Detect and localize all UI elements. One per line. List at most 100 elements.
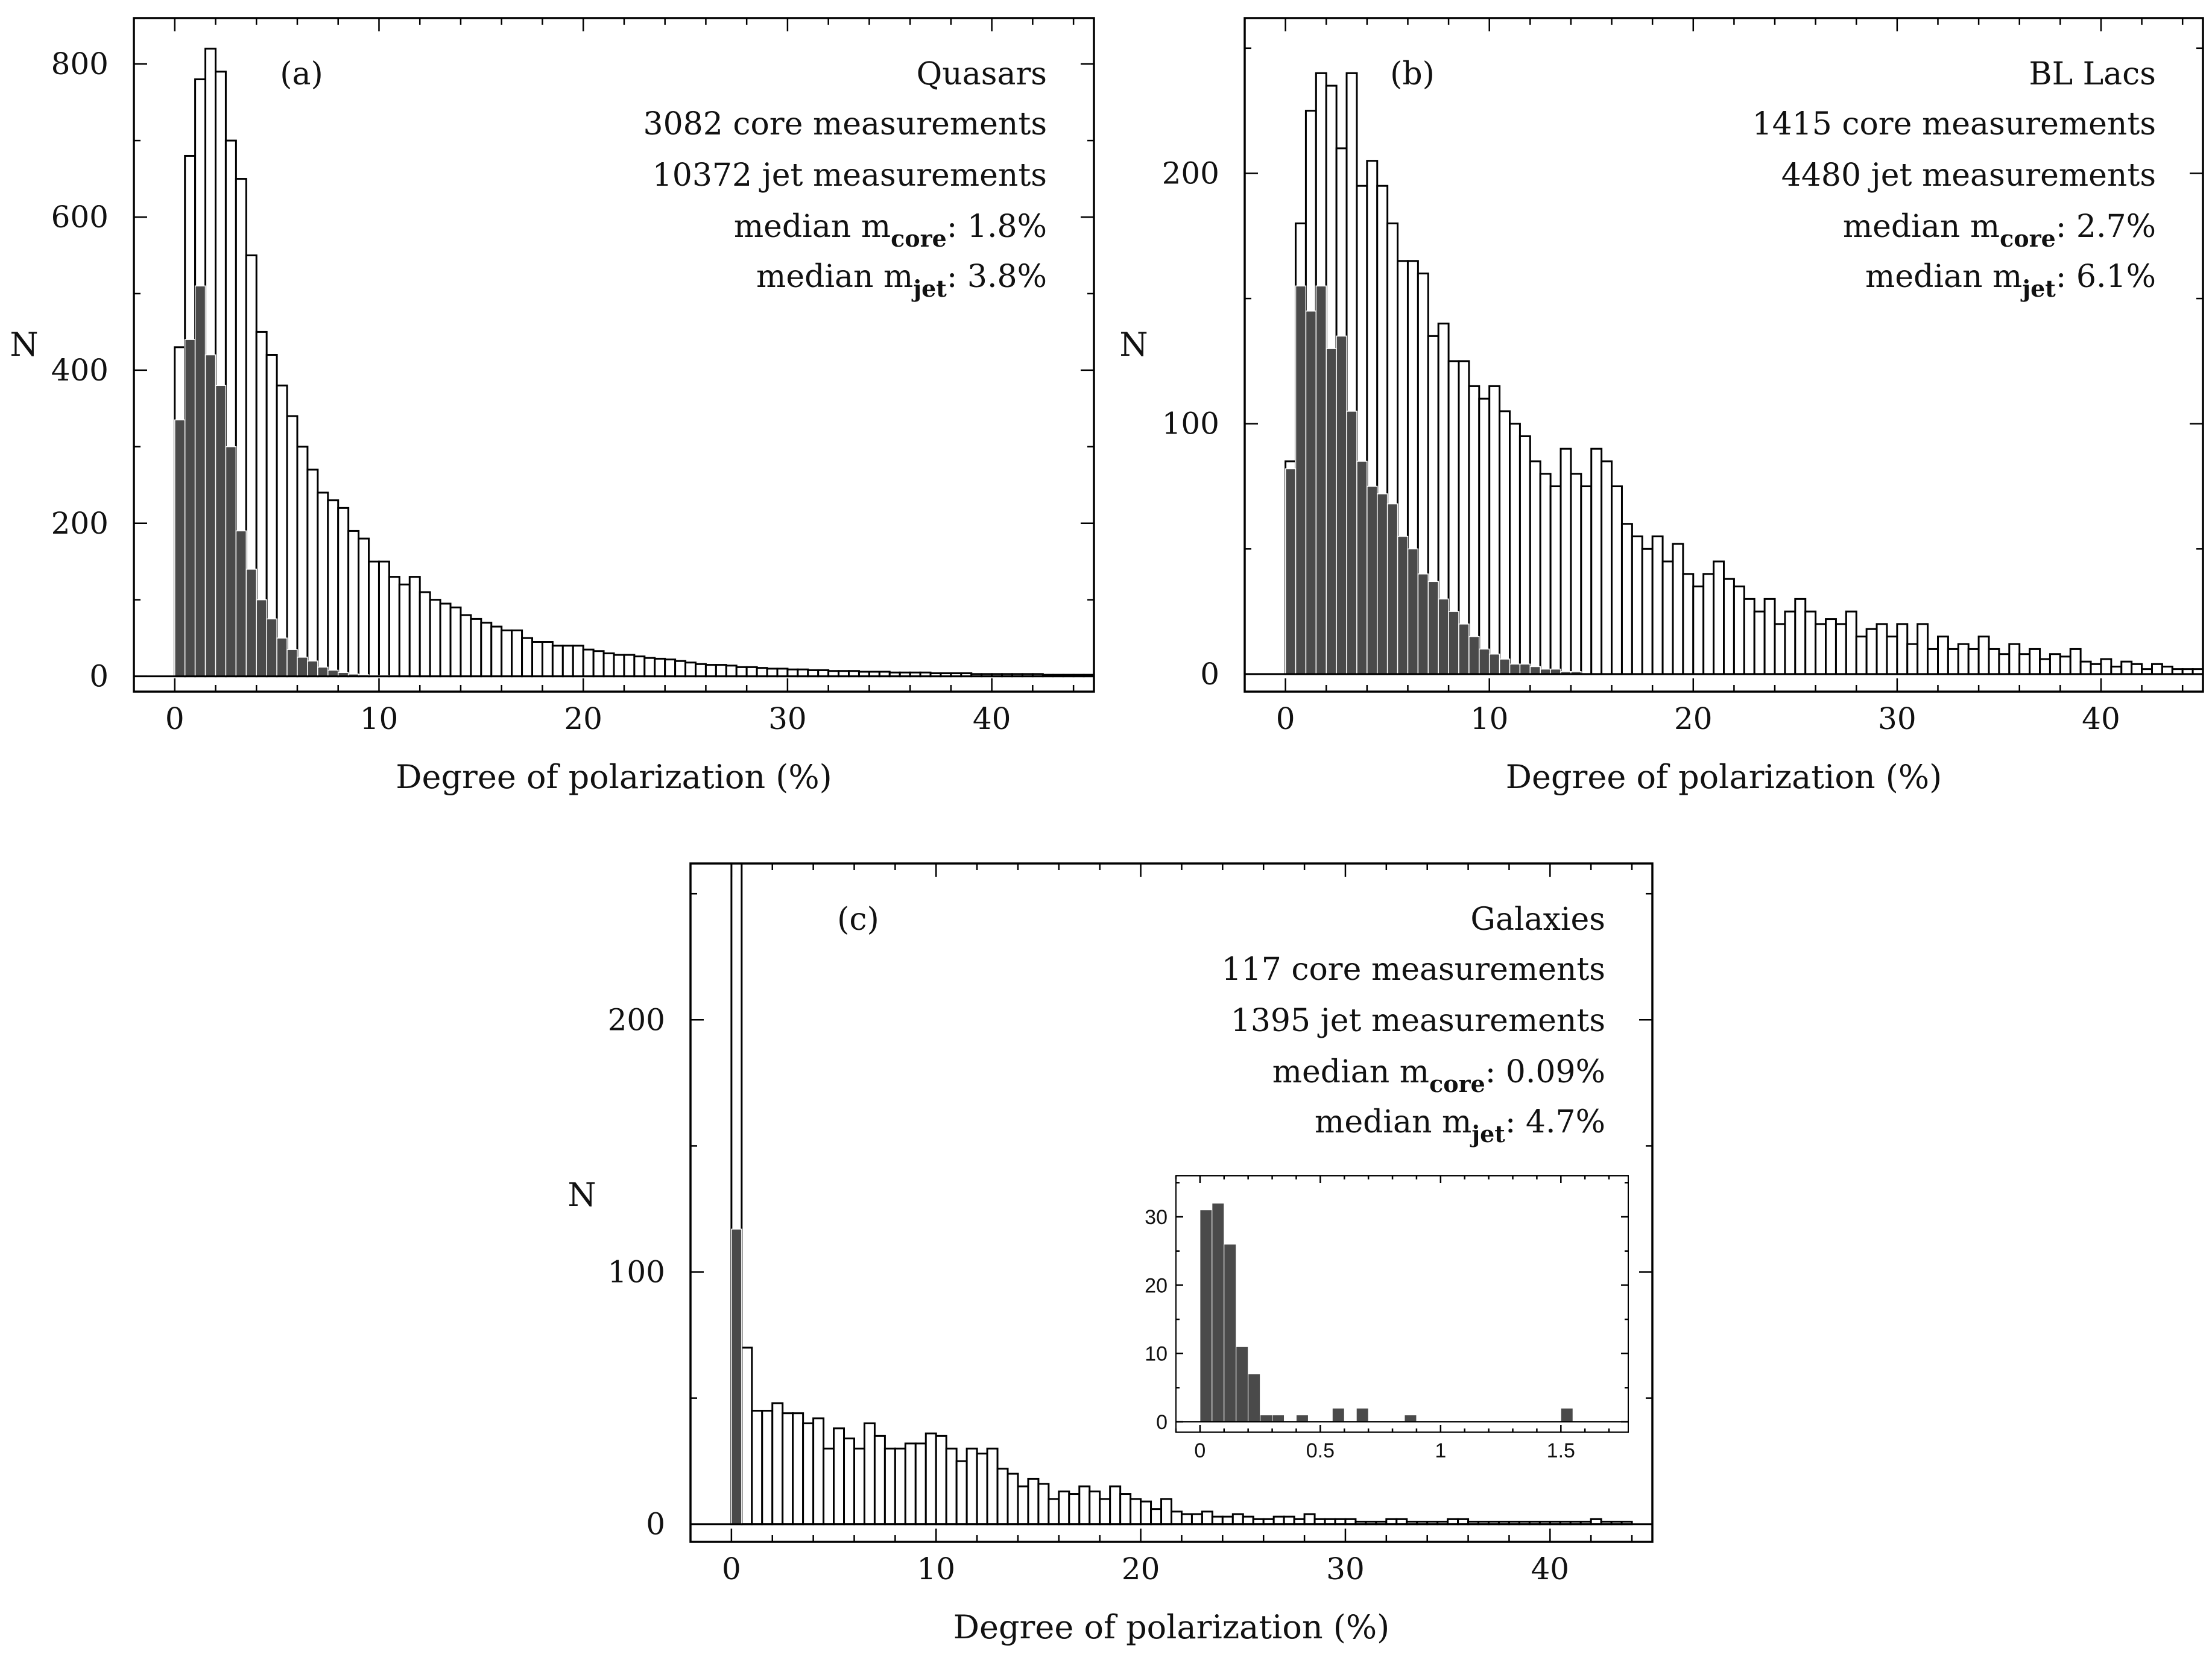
core-bar <box>204 354 216 677</box>
core-bar <box>1427 581 1439 675</box>
jet-bar <box>1303 1513 1316 1526</box>
core-bar <box>1448 611 1459 675</box>
axes-frame <box>1175 1175 1629 1433</box>
x-axis-label: Degree of polarization (%) <box>396 758 832 796</box>
core-bar <box>1417 573 1429 675</box>
jet-bar <box>521 637 534 678</box>
x-tick-label: 10 <box>360 701 399 736</box>
jet-bar <box>807 669 820 678</box>
x-tick-label: 1.5 <box>1547 1439 1575 1462</box>
jet-bar <box>1713 560 1725 675</box>
jet-bar <box>1692 586 1705 675</box>
y-tick-label: 200 <box>608 1002 665 1037</box>
jet-bar <box>1611 485 1623 675</box>
jet-bar <box>1006 1473 1019 1526</box>
jet-bar <box>347 529 360 678</box>
jet-bar <box>1804 610 1817 675</box>
jet-bar <box>1283 1515 1295 1526</box>
core-bar <box>276 637 288 677</box>
y-axis-label: N <box>567 1176 596 1214</box>
y-tick-label: 100 <box>1162 406 1219 441</box>
x-tick-label: 40 <box>973 701 1011 736</box>
jet-median-text: median mjet: 4.7% <box>1315 1104 1605 1147</box>
jet-bar <box>694 663 707 678</box>
jet-bar <box>2090 663 2102 675</box>
jet-bar <box>843 1438 855 1526</box>
axes-frame <box>689 862 1654 1543</box>
jet-bar <box>1468 385 1480 675</box>
core-bar <box>1397 535 1409 675</box>
jet-bar <box>817 669 830 678</box>
x-tick-label: 20 <box>1122 1551 1160 1586</box>
jet-bar <box>1590 447 1603 675</box>
core-bar <box>215 385 227 677</box>
jet-bar <box>470 617 482 678</box>
core-bar <box>1519 663 1531 675</box>
jet-bar <box>883 1447 896 1526</box>
core-bar <box>194 285 206 677</box>
core-bar <box>1488 653 1500 675</box>
jet-bar <box>1927 648 1939 675</box>
panel-b: 0 10 20 30 40 0 100 200 Degree of polarization (… <box>1119 17 2204 796</box>
jet-bar <box>2150 663 2163 675</box>
jet-bar <box>327 499 340 678</box>
core-count-text: 117 core measurements <box>1222 952 1605 988</box>
jet-bar <box>1947 648 1959 675</box>
jet-count-text: 10372 jet measurements <box>653 157 1047 194</box>
core-median-subscript: core <box>1429 1070 1485 1097</box>
core-median-value: : 0.09% <box>1485 1054 1605 1090</box>
jet-count-text: 1395 jet measurements <box>1231 1003 1605 1039</box>
axes-frame <box>1243 17 2204 693</box>
jet-bar <box>1529 460 1541 675</box>
jet-bar <box>1272 1515 1285 1526</box>
jet-bar <box>1917 623 1929 675</box>
y-tick-label: 400 <box>51 353 109 388</box>
jet-bar <box>2008 643 2021 675</box>
jet-bar <box>1834 623 1847 675</box>
jet-median-subscript: jet <box>2020 275 2056 302</box>
jet-bar <box>863 1422 876 1526</box>
core-bar <box>1356 461 1368 675</box>
core-bar <box>327 669 339 677</box>
core-bar <box>1438 598 1449 675</box>
x-tick-label: 0.5 <box>1306 1439 1335 1462</box>
plot-area-a <box>174 48 1094 678</box>
jet-bar <box>1957 643 1970 675</box>
core-bar <box>225 446 237 677</box>
jet-bar <box>761 1410 774 1526</box>
y-tick-label: 0 <box>1200 657 1219 692</box>
x-tick-label: 40 <box>2082 701 2120 736</box>
jet-bar <box>1580 485 1593 675</box>
jet-bar <box>1140 1500 1152 1526</box>
core-bar <box>297 657 308 677</box>
jet-bar <box>1221 1515 1234 1526</box>
jet-bar <box>408 576 421 678</box>
jet-bar <box>1068 1493 1081 1526</box>
core-bar <box>1479 648 1490 675</box>
jet-bar <box>2059 655 2071 675</box>
jet-bar <box>1641 548 1654 675</box>
core-bar <box>1212 1202 1225 1422</box>
x-tick-label: 0 <box>165 701 185 736</box>
jet-bar <box>853 1447 865 1526</box>
jet-bar <box>741 1346 753 1526</box>
jet-bar <box>1089 1490 1101 1526</box>
jet-bar <box>490 625 503 678</box>
core-bar <box>174 419 186 677</box>
jet-bar <box>1886 636 1898 675</box>
jet-bar <box>592 650 605 678</box>
jet-median-subscript: jet <box>1470 1120 1505 1147</box>
y-axis-label: N <box>10 326 38 364</box>
jet-bar <box>317 491 329 678</box>
core-bar <box>1377 493 1388 675</box>
jet-bar <box>1058 1490 1070 1526</box>
jet-bar <box>1763 598 1776 675</box>
jet-bar <box>1518 435 1531 675</box>
jet-bar <box>623 654 636 678</box>
jet-bar <box>1231 1513 1244 1526</box>
core-bar <box>1509 663 1521 675</box>
core-bar <box>1224 1243 1237 1422</box>
jet-bar <box>1936 636 1949 675</box>
jet-bar <box>1794 598 1807 675</box>
